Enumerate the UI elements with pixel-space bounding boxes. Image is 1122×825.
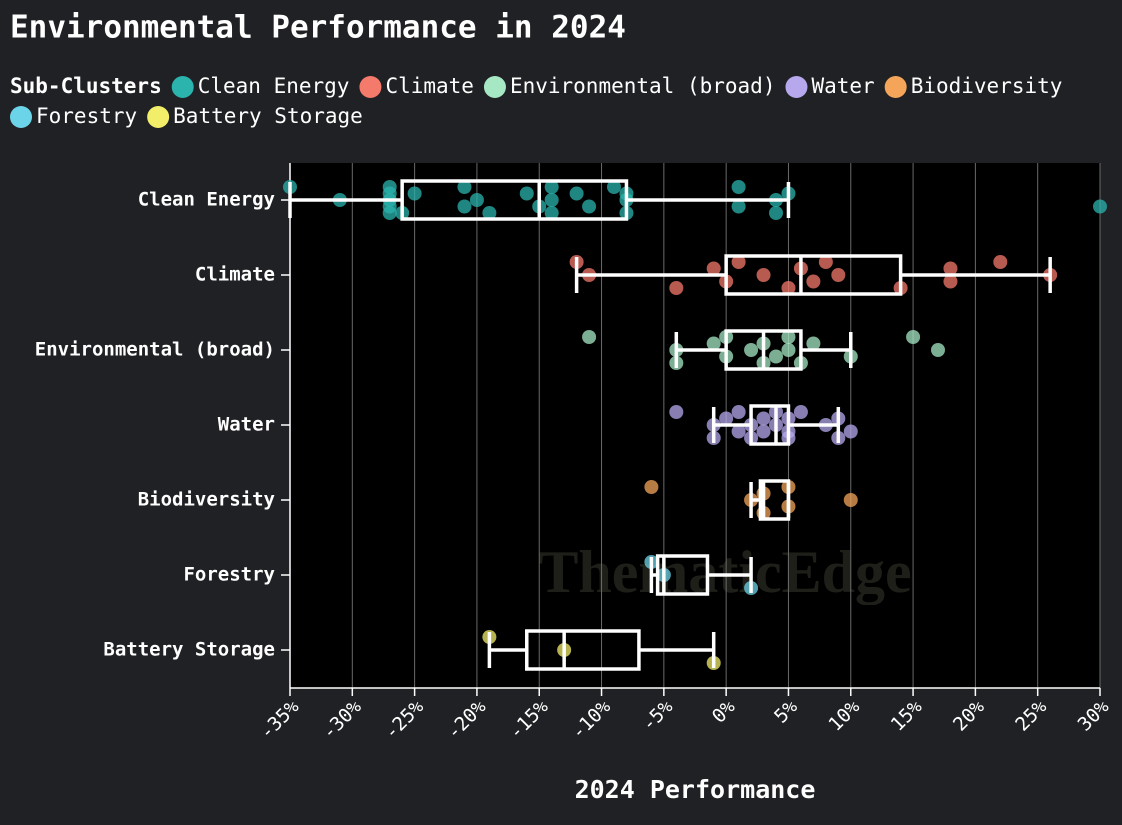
data-point — [906, 330, 921, 344]
data-point — [457, 180, 472, 194]
data-point — [582, 199, 597, 214]
data-point — [407, 186, 422, 201]
data-point — [831, 268, 846, 282]
legend-label: Clean Energy — [198, 74, 350, 98]
x-tick-label: 30% — [1074, 695, 1114, 735]
x-tick-label: -15% — [505, 695, 553, 743]
data-point — [1093, 199, 1107, 214]
data-point — [806, 336, 821, 351]
data-point — [756, 268, 771, 282]
data-point — [769, 349, 783, 364]
legend-label: Water — [811, 74, 874, 98]
data-point — [943, 261, 958, 276]
x-tick-label: 10% — [824, 695, 864, 735]
y-tick-label: Water — [218, 414, 275, 436]
x-tick-label: -10% — [567, 695, 615, 743]
x-tick-label: 25% — [1011, 695, 1051, 735]
box — [655, 554, 710, 596]
x-tick-label: -35% — [256, 695, 304, 743]
data-point — [457, 199, 472, 214]
x-tick-label: 15% — [887, 695, 927, 735]
x-tick-label: 5% — [770, 695, 802, 727]
data-point — [706, 336, 721, 351]
box — [749, 404, 791, 446]
data-point — [719, 411, 734, 426]
data-point — [544, 206, 559, 220]
x-tick-label: 0% — [708, 695, 740, 727]
x-tick-label: -30% — [318, 695, 366, 743]
legend-swatch — [147, 106, 170, 128]
data-point — [931, 343, 945, 357]
legend-swatch — [884, 76, 907, 98]
data-point — [544, 180, 559, 194]
data-point — [806, 274, 821, 289]
legend-label: Biodiversity — [911, 74, 1063, 98]
data-point — [731, 180, 746, 194]
plot-area — [290, 163, 1100, 688]
data-point — [469, 193, 484, 207]
data-point — [731, 405, 746, 419]
chart-title: Environmental Performance in 2024 — [10, 10, 626, 46]
data-point — [607, 180, 621, 194]
x-tick-label: -5% — [637, 695, 677, 735]
data-point — [731, 255, 746, 269]
y-tick-label: Clean Energy — [138, 189, 275, 211]
x-tick-label: -20% — [442, 695, 490, 743]
data-point — [582, 330, 597, 344]
data-point — [843, 493, 858, 507]
data-point — [519, 186, 534, 201]
box — [724, 254, 903, 296]
data-point — [993, 255, 1008, 269]
legend-swatch — [10, 106, 32, 128]
data-point — [382, 180, 397, 194]
data-point — [731, 424, 746, 439]
data-point — [544, 193, 559, 207]
data-point — [818, 255, 833, 269]
y-tick-label: Environmental (broad) — [35, 339, 275, 361]
data-point — [943, 274, 958, 289]
data-point — [706, 261, 721, 276]
data-point — [781, 281, 796, 295]
legend-swatch — [359, 76, 382, 98]
watermark: ThematicEdge — [538, 539, 911, 605]
legend-label: Forestry — [36, 104, 137, 128]
data-point — [843, 424, 858, 439]
legend-label: Environmental (broad) — [510, 74, 776, 98]
data-point — [669, 281, 684, 295]
data-point — [781, 330, 796, 344]
data-point — [781, 343, 796, 357]
data-point — [793, 405, 808, 419]
data-point — [482, 206, 497, 220]
legend-swatch — [483, 76, 506, 98]
y-tick-label: Forestry — [183, 564, 275, 586]
data-point — [769, 206, 783, 220]
x-tick-label: 20% — [949, 695, 989, 735]
x-axis-label: 2024 Performance — [575, 775, 816, 804]
data-point — [744, 343, 759, 357]
data-point — [756, 411, 771, 426]
y-tick-label: Climate — [195, 264, 275, 286]
y-tick-label: Biodiversity — [138, 489, 275, 511]
data-point — [569, 186, 584, 201]
data-point — [644, 480, 659, 494]
data-point — [731, 199, 746, 214]
legend-label: Battery Storage — [173, 104, 363, 128]
legend-title: Sub-Clusters — [10, 74, 162, 98]
legend-label: Climate — [385, 74, 474, 98]
box — [525, 629, 641, 671]
y-tick-label: Battery Storage — [103, 639, 275, 661]
box — [758, 479, 791, 521]
legend-swatch — [785, 76, 808, 98]
data-point — [756, 424, 771, 439]
legend-swatch — [171, 76, 194, 98]
x-tick-label: -25% — [380, 695, 428, 743]
box — [400, 179, 629, 221]
data-point — [669, 405, 684, 419]
